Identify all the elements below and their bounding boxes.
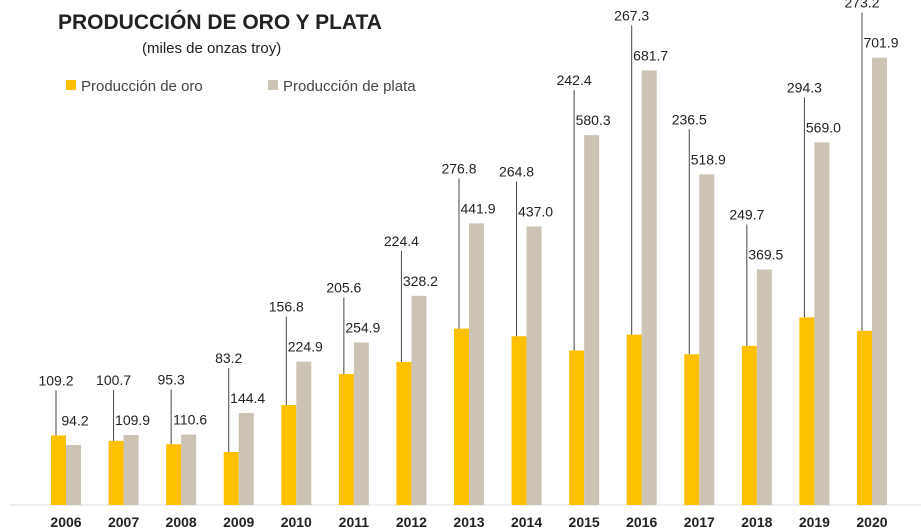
bar (526, 226, 542, 505)
value-label: 580.3 (576, 112, 611, 128)
bar (181, 434, 197, 505)
x-tick-label: 2013 (453, 514, 484, 529)
value-label: 224.4 (384, 233, 419, 249)
bar (353, 342, 369, 505)
bar (684, 354, 700, 505)
x-tick-label: 2018 (741, 514, 772, 529)
value-label: 369.5 (748, 247, 783, 263)
value-label: 109.2 (38, 372, 73, 388)
bar (741, 345, 757, 505)
bar (511, 336, 527, 505)
bar (166, 444, 182, 505)
bar (223, 451, 239, 505)
value-label: 681.7 (633, 48, 668, 64)
value-label: 249.7 (729, 207, 764, 223)
value-label: 328.2 (403, 273, 438, 289)
x-tick-label: 2007 (108, 514, 139, 529)
value-label: 156.8 (269, 299, 304, 315)
value-label: 109.9 (115, 412, 150, 428)
value-label: 276.8 (441, 160, 476, 176)
value-label: 294.3 (787, 79, 822, 95)
bar (396, 361, 412, 505)
chart-subtitle: (miles de onzas troy) (142, 40, 281, 57)
bar (814, 142, 830, 505)
x-tick-label: 2008 (166, 514, 197, 529)
x-tick-label: 2012 (396, 514, 427, 529)
x-tick-label: 2006 (50, 514, 81, 529)
bar (108, 440, 124, 505)
bar (123, 434, 139, 505)
x-tick-label: 2016 (626, 514, 657, 529)
bar (238, 412, 254, 505)
bar (569, 350, 585, 505)
legend-swatch (268, 80, 278, 90)
x-tick-label: 2019 (799, 514, 830, 529)
legend-swatch (66, 80, 76, 90)
legend-label: Producción de oro (81, 78, 203, 95)
x-tick-label: 2015 (569, 514, 600, 529)
value-label: 236.5 (672, 111, 707, 127)
value-label: 144.4 (230, 390, 265, 406)
value-label: 569.0 (806, 119, 841, 135)
value-label: 110.6 (173, 412, 207, 428)
bar (626, 334, 642, 505)
value-label: 267.3 (614, 8, 649, 24)
bar (468, 223, 484, 505)
value-label: 441.9 (460, 200, 495, 216)
value-label: 100.7 (96, 372, 131, 388)
x-tick-label: 2020 (856, 514, 887, 529)
value-label: 83.2 (215, 350, 242, 366)
bar (584, 135, 600, 506)
bar (799, 317, 815, 505)
bar (66, 444, 81, 505)
bar (338, 373, 354, 505)
value-label: 95.3 (158, 372, 185, 388)
value-label: 224.9 (288, 339, 323, 355)
value-label: 94.2 (61, 412, 88, 428)
bar (641, 70, 657, 505)
bar (699, 174, 715, 506)
value-label: 518.9 (691, 151, 726, 167)
bar (411, 295, 427, 505)
chart-title: PRODUCCIÓN DE ORO Y PLATA (58, 10, 382, 34)
legend-label: Producción de plata (283, 78, 416, 95)
x-tick-label: 2009 (223, 514, 254, 529)
x-tick-label: 2014 (511, 514, 542, 529)
value-label: 254.9 (345, 320, 380, 336)
value-label: 242.4 (557, 72, 592, 88)
value-label: 273.2 (844, 0, 879, 11)
value-label: 264.8 (499, 163, 534, 179)
bar (756, 269, 772, 505)
x-tick-label: 2011 (339, 514, 370, 529)
value-label: 437.0 (518, 203, 553, 219)
x-tick-label: 2010 (281, 514, 312, 529)
x-tick-label: 2017 (684, 514, 715, 529)
bar (281, 405, 297, 505)
bar (453, 328, 469, 505)
bar (856, 330, 872, 505)
bar (296, 361, 312, 505)
bar (871, 57, 887, 506)
value-label: 205.6 (326, 280, 361, 296)
bar (51, 435, 66, 505)
value-label: 701.9 (863, 35, 898, 51)
